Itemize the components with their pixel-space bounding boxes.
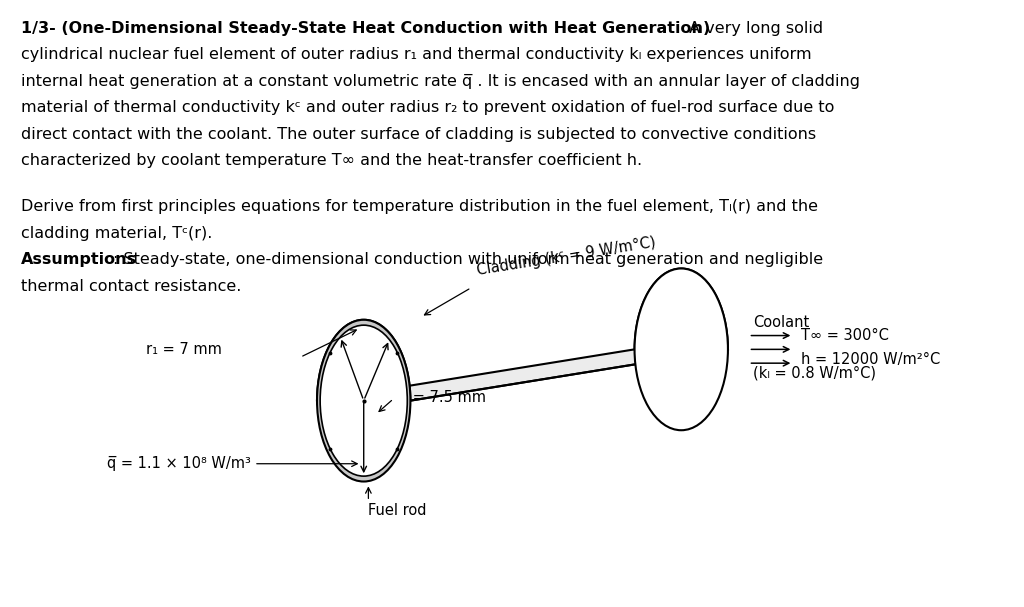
Ellipse shape (321, 325, 408, 476)
Text: cladding material, Tᶜ(r).: cladding material, Tᶜ(r). (20, 226, 212, 241)
Text: (kₗ = 0.8 W/m°C): (kₗ = 0.8 W/m°C) (754, 365, 877, 380)
Polygon shape (317, 268, 728, 401)
Text: Assumptions: Assumptions (20, 252, 137, 267)
Text: r₂ = 7.5 mm: r₂ = 7.5 mm (396, 390, 486, 405)
Text: characterized by coolant temperature T∞ and the heat-transfer coefficient h.: characterized by coolant temperature T∞ … (20, 153, 642, 168)
Text: T∞ = 300°C: T∞ = 300°C (801, 328, 889, 344)
Text: cylindrical nuclear fuel element of outer radius r₁ and thermal conductivity kₗ : cylindrical nuclear fuel element of oute… (20, 47, 812, 63)
Text: q̅ = 1.1 × 10⁸ W/m³: q̅ = 1.1 × 10⁸ W/m³ (108, 456, 251, 471)
Text: : Steady-state, one-dimensional conduction with uniform heat generation and negl: : Steady-state, one-dimensional conducti… (114, 252, 823, 267)
Text: Cladding (kᶜ = 9 W/m°C): Cladding (kᶜ = 9 W/m°C) (476, 235, 657, 278)
Text: direct contact with the coolant. The outer surface of cladding is subjected to c: direct contact with the coolant. The out… (20, 127, 816, 141)
Text: Coolant: Coolant (754, 314, 809, 330)
Text: material of thermal conductivity kᶜ and outer radius r₂ to prevent oxidation of : material of thermal conductivity kᶜ and … (20, 100, 835, 115)
Text: thermal contact resistance.: thermal contact resistance. (20, 279, 242, 294)
Text: internal heat generation at a constant volumetric rate q̅ . It is encased with a: internal heat generation at a constant v… (20, 74, 860, 89)
Text: h = 12000 W/m²°C: h = 12000 W/m²°C (801, 352, 940, 367)
Text: A very long solid: A very long solid (684, 21, 823, 36)
Text: Derive from first principles equations for temperature distribution in the fuel : Derive from first principles equations f… (20, 199, 818, 214)
Text: r₁ = 7 mm: r₁ = 7 mm (145, 342, 222, 357)
Text: 1/3- (One-Dimensional Steady-State Heat Conduction with Heat Generation): 1/3- (One-Dimensional Steady-State Heat … (20, 21, 711, 36)
Ellipse shape (635, 268, 728, 430)
Text: Fuel rod: Fuel rod (369, 503, 427, 518)
Ellipse shape (317, 320, 411, 481)
